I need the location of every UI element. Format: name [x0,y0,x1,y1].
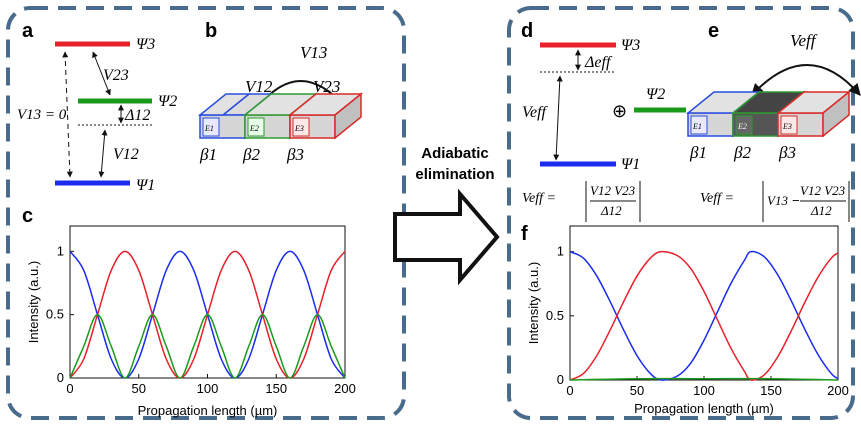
waveguide-e-beta3-tag: E3 [782,122,792,131]
x-tick-label: 50 [630,383,644,398]
waveguide-beta2-tag: E2 [249,124,259,133]
panel-f-label: f [521,223,528,245]
coupling-v23-label: V23 [103,67,129,84]
level-psi1-label-d: Ψ1 [621,156,640,173]
x-tick-label: 0 [66,381,73,396]
beta2-label-e: β2 [733,143,751,162]
y-tick-label: 0.5 [546,308,564,323]
level-psi3-label: Ψ3 [136,36,155,53]
right-frame [507,6,855,420]
panel-a-label: a [22,20,34,42]
formula-e-num: V12 V23 [800,183,846,198]
detuning-label: Δ12 [124,107,150,124]
coupling-arrow-v13 [62,51,73,178]
coupling-arrow-v12 [98,129,108,178]
beta3-label-e: β3 [778,143,796,162]
x-tick-label: 150 [265,381,287,396]
arrow-text-line1: Adiabatic [421,145,489,162]
beta1-label-e: β1 [689,143,707,162]
series-line-green [569,377,839,381]
chart-panel-f: 0 50 100 150 200 0 0.5 1 Propagation length (µm)… [526,225,849,416]
formula-d-lhs: Veff = [522,191,556,206]
y-tick-label: 0 [557,372,564,387]
chart-panel-c: 0 50 100 150 200 0 0.5 1 Propagation length (µm)… [26,225,356,418]
plot-frame [69,225,346,379]
formula-e-den: Δ12 [810,203,832,218]
y-tick-label: 1 [557,244,564,259]
beta3-label: β3 [286,145,304,164]
level-psi2-label: Ψ2 [158,93,177,110]
veff-label-e: Veff [790,31,818,50]
y-axis-title: Intensity (a.u.) [26,261,41,343]
coupling-arc-veff [751,64,861,96]
x-tick-label: 200 [827,383,849,398]
v13-label: V13 = 0 [17,107,67,123]
coupling-v23-label-b: V23 [313,77,340,96]
formula-d-den: Δ12 [600,203,622,218]
beta2-label: β2 [242,145,260,164]
level-psi1-label: Ψ1 [136,177,155,194]
coupling-v13-label-b: V13 [300,43,327,62]
veff-arrow-d [553,75,563,161]
x-tick-label: 0 [566,383,573,398]
formula-d-num: V12 V23 [590,183,636,198]
arrow-text-line2: elimination [415,166,494,183]
y-tick-label: 0 [57,370,64,385]
formula-e-lhs: Veff = [700,191,734,206]
waveguide-e-beta2-tag: E2 [737,122,747,131]
panel-c-label: c [22,205,33,227]
waveguide-e-beta3: E3 [775,90,852,138]
series-line-red [569,250,839,381]
waveguide-beta3-tag: E3 [294,124,304,133]
formula-e-v13: V13 [767,193,788,208]
big-arrow [393,188,500,286]
y-axis-title: Intensity (a.u.) [526,262,541,344]
panel-d-label: d [521,20,533,42]
waveguide-beta1-tag: E1 [204,124,214,133]
x-tick-label: 150 [760,383,782,398]
x-axis-title: Propagation length (µm) [634,401,774,416]
level-psi2-label-d: Ψ2 [646,86,665,103]
veff-label-d: Veff [522,104,549,121]
y-tick-label: 0.5 [46,307,64,322]
beta1-label: β1 [199,145,217,164]
x-tick-label: 100 [197,381,219,396]
x-tick-label: 50 [132,381,146,396]
detuning-eff-label: Δeff [584,54,613,71]
x-tick-label: 100 [693,383,715,398]
coupling-v12-label: V12 [113,146,139,163]
formula-e-minus: − [792,193,800,208]
oplus-symbol: ⊕ [612,101,627,122]
waveguide-e-beta1-tag: E1 [692,122,702,131]
series-line-green [69,313,346,379]
x-tick-label: 200 [334,381,356,396]
panel-b-label: b [205,20,217,42]
x-axis-title: Propagation length (µm) [138,403,278,418]
y-tick-label: 1 [57,243,64,258]
panel-e-label: e [708,20,719,42]
waveguide-beta3: E3 [287,92,364,140]
coupling-v12-label-b: V12 [245,77,273,96]
level-psi3-label-d: Ψ3 [621,37,640,54]
coupling-arrow-v23 [92,51,111,96]
